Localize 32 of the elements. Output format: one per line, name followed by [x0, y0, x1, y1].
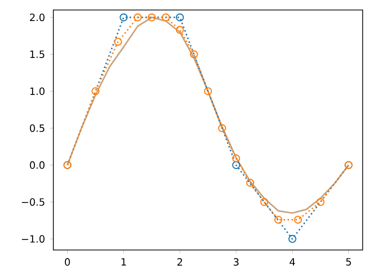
x-tick-label: 1 — [122, 258, 126, 266]
point — [204, 87, 212, 96]
y-tick-label: 1.5 — [30, 50, 44, 58]
point — [316, 198, 324, 206]
point — [232, 161, 240, 170]
x-tick-label: 0 — [64, 258, 70, 266]
point — [176, 26, 184, 34]
point — [92, 87, 100, 96]
point — [294, 216, 302, 224]
y-tick-label: 0.5 — [30, 124, 44, 132]
point — [134, 13, 142, 22]
point — [114, 38, 122, 46]
point — [246, 178, 254, 187]
point — [260, 198, 268, 206]
point — [232, 154, 240, 162]
point — [274, 216, 282, 224]
point — [120, 13, 128, 22]
point — [148, 13, 156, 22]
y-tick-label: −0.5 — [22, 198, 44, 206]
point — [218, 124, 226, 132]
x-tick-label: 5 — [346, 258, 351, 266]
point — [190, 50, 198, 58]
point — [162, 13, 170, 22]
point — [176, 13, 184, 22]
x-tick-label: 4 — [290, 258, 295, 266]
point — [288, 234, 296, 243]
y-tick-label: 2.0 — [30, 14, 44, 22]
y-tick-label: −1.0 — [22, 235, 44, 243]
x-tick-label: 3 — [234, 258, 239, 266]
y-tick-label: 0.0 — [30, 161, 44, 169]
x-tick-label: 2 — [177, 258, 182, 266]
y-tick-label: 1.0 — [30, 87, 44, 96]
